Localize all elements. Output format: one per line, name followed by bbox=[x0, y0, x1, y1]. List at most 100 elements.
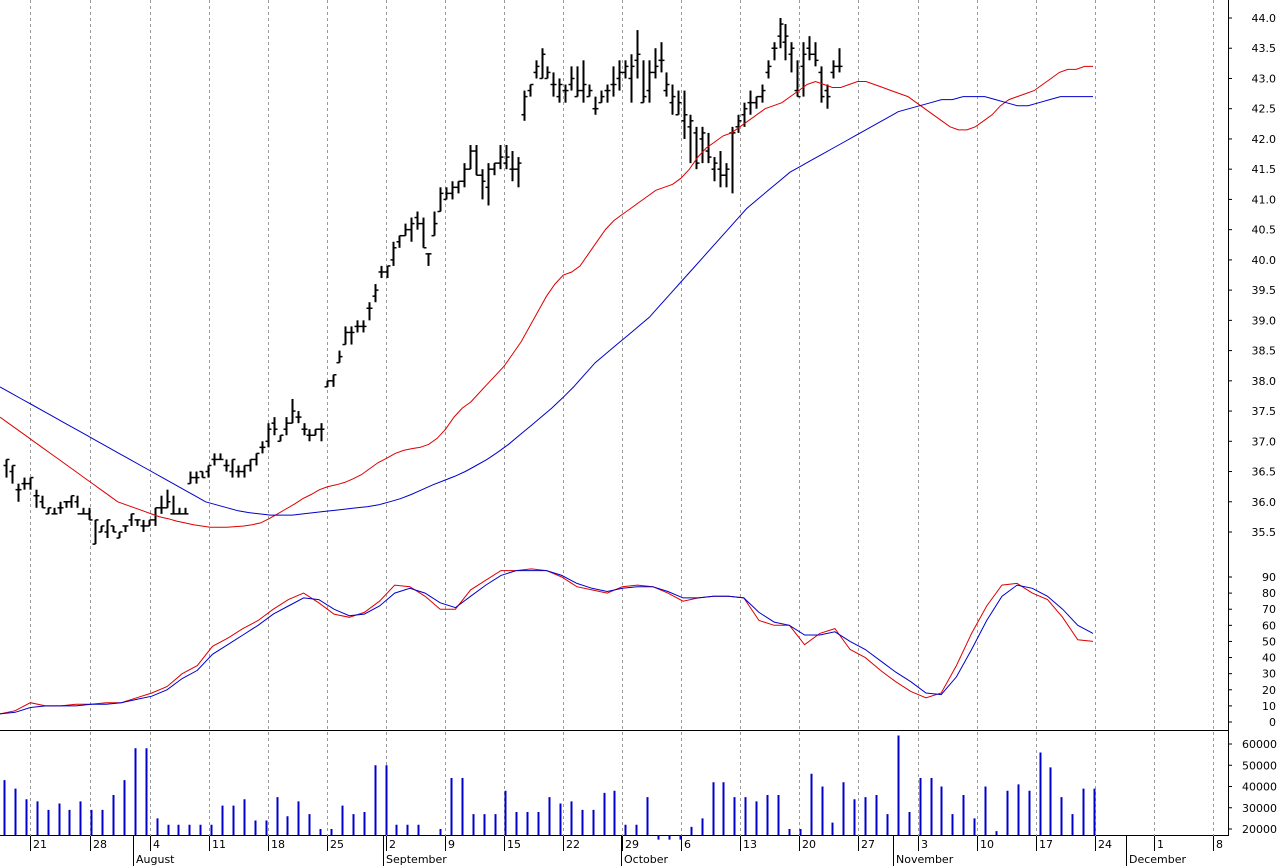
price-bar bbox=[140, 519, 147, 532]
date-tick-label: 11 bbox=[212, 838, 226, 851]
price-bar bbox=[652, 48, 659, 79]
date-tick-label: 20 bbox=[802, 838, 816, 851]
price-bar bbox=[241, 464, 248, 478]
price-bar bbox=[247, 458, 254, 472]
price-bar bbox=[402, 223, 409, 237]
price-bar bbox=[616, 60, 623, 91]
price-bar bbox=[57, 501, 64, 514]
price-bar bbox=[378, 265, 385, 279]
price-bar bbox=[539, 48, 546, 80]
month-label: December bbox=[1129, 853, 1187, 866]
price-bar bbox=[110, 525, 117, 533]
price-tick-label: 42.5 bbox=[1252, 103, 1277, 116]
price-bar bbox=[693, 126, 700, 170]
date-tick-label: 13 bbox=[743, 838, 757, 851]
price-bar bbox=[687, 114, 694, 164]
price-bar bbox=[574, 66, 581, 98]
price-bar bbox=[425, 253, 432, 266]
oscillator-tick-label: 30 bbox=[1262, 668, 1276, 681]
volume-axis-labels: 20000 30000 40000 50000 60000 bbox=[1228, 738, 1277, 836]
price-bar bbox=[669, 84, 676, 115]
month-label: August bbox=[136, 853, 175, 866]
price-bar bbox=[699, 126, 706, 164]
price-bar bbox=[92, 519, 99, 545]
date-tick-label: 24 bbox=[1098, 838, 1112, 851]
price-tick-label: 40.0 bbox=[1252, 254, 1277, 267]
price-bar bbox=[420, 217, 427, 249]
price-bar bbox=[622, 60, 629, 79]
price-bar bbox=[146, 519, 153, 527]
price-bar bbox=[562, 84, 569, 103]
price-bar bbox=[723, 163, 730, 188]
price-panel: 35.5 36.0 36.5 37.0 37.5 38.0 38.5 39.0 39.5 40.0… bbox=[0, 12, 1277, 545]
volume-tick-label: 40000 bbox=[1242, 781, 1277, 794]
price-bar bbox=[324, 380, 331, 388]
price-bar bbox=[461, 163, 468, 188]
price-bar bbox=[782, 24, 789, 61]
price-bar bbox=[98, 525, 105, 533]
date-tick-label: 2 bbox=[389, 838, 396, 851]
date-tick-label: 27 bbox=[861, 838, 875, 851]
price-bar bbox=[342, 326, 349, 346]
price-bars bbox=[3, 18, 843, 545]
price-bar bbox=[753, 95, 760, 109]
oscillator-panel: 0 10 20 30 40 50 60 70 80 90 bbox=[0, 568, 1276, 729]
price-bar bbox=[628, 54, 635, 103]
oscillator-tick-label: 60 bbox=[1262, 619, 1276, 632]
price-bar bbox=[193, 471, 200, 484]
price-bar bbox=[253, 452, 260, 466]
price-bar bbox=[295, 411, 302, 424]
price-bar bbox=[164, 489, 171, 509]
price-bar bbox=[336, 350, 343, 364]
date-tick-label: 10 bbox=[980, 838, 994, 851]
price-bar bbox=[479, 169, 486, 200]
price-bar bbox=[229, 458, 236, 478]
price-bar bbox=[681, 90, 688, 139]
date-tick-label: 25 bbox=[330, 838, 344, 851]
price-bar bbox=[182, 507, 189, 515]
price-bar bbox=[544, 66, 551, 80]
price-bar bbox=[116, 531, 123, 539]
price-bar bbox=[521, 90, 528, 121]
price-tick-label: 39.5 bbox=[1252, 284, 1277, 297]
price-bar bbox=[318, 423, 325, 442]
price-bar bbox=[9, 464, 16, 484]
price-tick-label: 43.0 bbox=[1252, 72, 1277, 85]
price-bar bbox=[646, 60, 653, 103]
moving-average-slow bbox=[0, 96, 1093, 516]
oscillator-tick-label: 70 bbox=[1262, 603, 1276, 616]
date-tick-label: 1 bbox=[1157, 838, 1164, 851]
price-bar bbox=[170, 495, 177, 515]
price-bar bbox=[675, 90, 682, 116]
price-bar bbox=[396, 234, 403, 248]
price-bar bbox=[550, 72, 557, 97]
price-bar bbox=[80, 507, 87, 515]
price-tick-label: 41.0 bbox=[1252, 193, 1277, 206]
oscillator-axis-labels: 0 10 20 30 40 50 60 70 80 90 bbox=[1228, 571, 1276, 729]
volume-panel: 20000 30000 40000 50000 60000 bbox=[3, 735, 1277, 840]
price-tick-label: 41.5 bbox=[1252, 163, 1277, 176]
price-bar bbox=[431, 211, 438, 237]
price-bar bbox=[467, 144, 474, 170]
price-bar bbox=[598, 90, 605, 104]
price-bar bbox=[818, 66, 825, 103]
price-bar bbox=[414, 211, 421, 230]
price-bar bbox=[217, 453, 224, 461]
month-label: September bbox=[386, 853, 447, 866]
price-bar bbox=[199, 470, 206, 479]
oscillator-tick-label: 10 bbox=[1262, 700, 1276, 713]
price-bar bbox=[408, 217, 415, 242]
price-bar bbox=[134, 519, 141, 526]
price-bar bbox=[289, 398, 296, 424]
price-bar bbox=[128, 513, 135, 526]
price-bar bbox=[497, 144, 504, 170]
date-tick-label: 17 bbox=[1039, 838, 1053, 851]
date-tick-label: 3 bbox=[921, 838, 928, 851]
price-bar bbox=[86, 507, 93, 521]
oscillator-tick-label: 40 bbox=[1262, 652, 1276, 665]
price-bar bbox=[711, 157, 718, 182]
price-bar bbox=[830, 60, 837, 79]
price-bar bbox=[21, 477, 28, 490]
volume-tick-label: 30000 bbox=[1242, 802, 1277, 815]
